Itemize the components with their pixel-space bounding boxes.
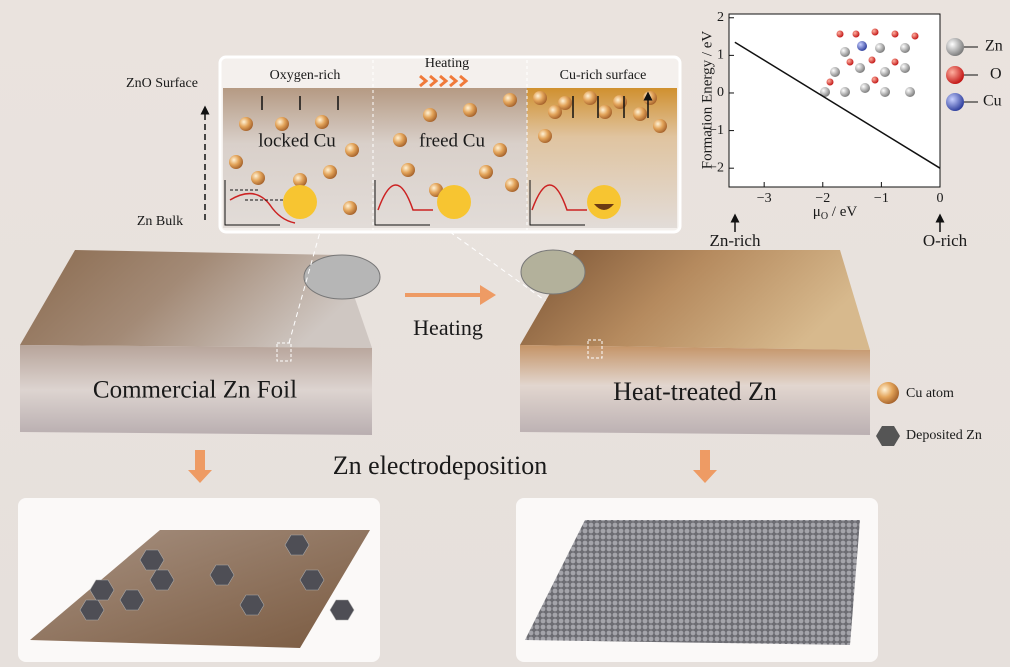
uniform-panel [516, 498, 878, 662]
x-label-subscript: O [821, 211, 828, 222]
section-label: locked Cu [258, 130, 336, 151]
y-tick-label: 2 [717, 10, 724, 25]
y-tick-label: −2 [709, 160, 724, 175]
y-tick-label: 0 [717, 85, 724, 100]
section-title: Oxygen-rich [270, 68, 341, 83]
y-tick-label: −1 [709, 123, 724, 138]
x-tick-label: 0 [937, 191, 944, 206]
x-label-symbol: μ [813, 204, 821, 220]
key-label: Deposited Zn [906, 428, 982, 443]
left-slab: Commercial Zn Foil [20, 250, 381, 435]
top-panel: Oxygen-rich Heating Cu-rich surface lock… [218, 55, 682, 234]
key-label: Cu atom [906, 386, 954, 401]
x-tick-label: −1 [874, 191, 889, 206]
down-arrow [188, 450, 212, 483]
legend-label: O [990, 66, 1002, 83]
x-label-unit: / eV [828, 204, 857, 220]
slab-label: Commercial Zn Foil [93, 377, 297, 404]
section-title: Heating [425, 56, 469, 71]
legend-label: Cu [983, 93, 1002, 110]
right-slab: Heat-treated Zn [520, 249, 870, 435]
bulk-label: Zn Bulk [137, 214, 183, 229]
down-arrow [693, 450, 717, 483]
heating-arrow [405, 285, 496, 305]
energy-line [734, 41, 941, 169]
slab-label: Heat-treated Zn [613, 377, 777, 406]
inset-chart: Zn O Cu Formation Energy / eV μO / eV Zn… [699, 10, 1002, 250]
legend-label: Zn [985, 38, 1003, 55]
dendrite-panel [18, 498, 380, 662]
x-axis-label: μO / eV [813, 204, 858, 222]
y-tick-label: 1 [717, 48, 724, 63]
structure [820, 28, 919, 97]
zoom-line [288, 231, 321, 344]
surface-label: ZnO Surface [126, 76, 198, 91]
section-title: Cu-rich surface [560, 68, 647, 83]
x-tick-label: −2 [815, 191, 830, 206]
zn-icon [876, 426, 900, 446]
x-tick-label: −3 [757, 191, 772, 206]
axis-note: O-rich [923, 231, 968, 250]
process-label: Zn electrodeposition [333, 451, 547, 480]
heating-label: Heating [413, 315, 483, 340]
axis-note: Zn-rich [710, 231, 761, 250]
cu-atom-icon [877, 382, 899, 404]
y-axis-label: Formation Energy / eV [699, 31, 715, 170]
section-label: freed Cu [419, 130, 485, 151]
